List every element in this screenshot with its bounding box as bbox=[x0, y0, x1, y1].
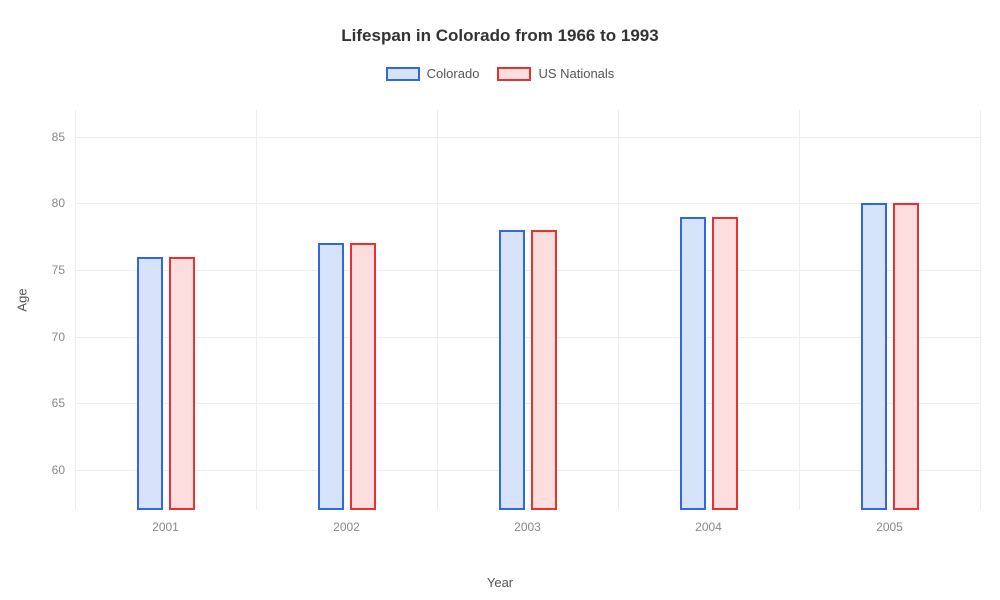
legend-item-usnationals: US Nationals bbox=[497, 66, 614, 81]
legend-label-usnationals: US Nationals bbox=[538, 66, 614, 81]
bar bbox=[318, 243, 344, 510]
gridline-h bbox=[75, 137, 980, 138]
gridline-v bbox=[437, 110, 438, 510]
bar bbox=[169, 257, 195, 510]
legend: Colorado US Nationals bbox=[0, 66, 1000, 81]
legend-item-colorado: Colorado bbox=[386, 66, 480, 81]
gridline-h bbox=[75, 270, 980, 271]
gridline-h bbox=[75, 203, 980, 204]
gridline-h bbox=[75, 337, 980, 338]
gridline-h bbox=[75, 470, 980, 471]
x-tick-label: 2002 bbox=[333, 510, 360, 534]
x-tick-label: 2004 bbox=[695, 510, 722, 534]
bar bbox=[712, 217, 738, 510]
legend-label-colorado: Colorado bbox=[427, 66, 480, 81]
bar bbox=[861, 203, 887, 510]
x-axis-label: Year bbox=[487, 575, 513, 590]
y-tick-label: 75 bbox=[52, 263, 75, 277]
legend-swatch-usnationals bbox=[497, 67, 531, 81]
x-tick-label: 2001 bbox=[152, 510, 179, 534]
y-tick-label: 60 bbox=[52, 463, 75, 477]
y-tick-label: 65 bbox=[52, 396, 75, 410]
bar bbox=[350, 243, 376, 510]
bar bbox=[893, 203, 919, 510]
gridline-v bbox=[618, 110, 619, 510]
y-tick-label: 85 bbox=[52, 130, 75, 144]
gridline-h bbox=[75, 403, 980, 404]
plot-area: 60657075808520012002200320042005 bbox=[75, 110, 980, 510]
bar bbox=[531, 230, 557, 510]
x-tick-label: 2005 bbox=[876, 510, 903, 534]
y-tick-label: 70 bbox=[52, 330, 75, 344]
gridline-v bbox=[799, 110, 800, 510]
y-tick-label: 80 bbox=[52, 196, 75, 210]
bar bbox=[680, 217, 706, 510]
gridline-v bbox=[980, 110, 981, 510]
gridline-v bbox=[256, 110, 257, 510]
legend-swatch-colorado bbox=[386, 67, 420, 81]
bar bbox=[499, 230, 525, 510]
gridline-v bbox=[75, 110, 76, 510]
bar bbox=[137, 257, 163, 510]
x-tick-label: 2003 bbox=[514, 510, 541, 534]
chart-title: Lifespan in Colorado from 1966 to 1993 bbox=[0, 0, 1000, 46]
y-axis-label: Age bbox=[15, 288, 30, 311]
